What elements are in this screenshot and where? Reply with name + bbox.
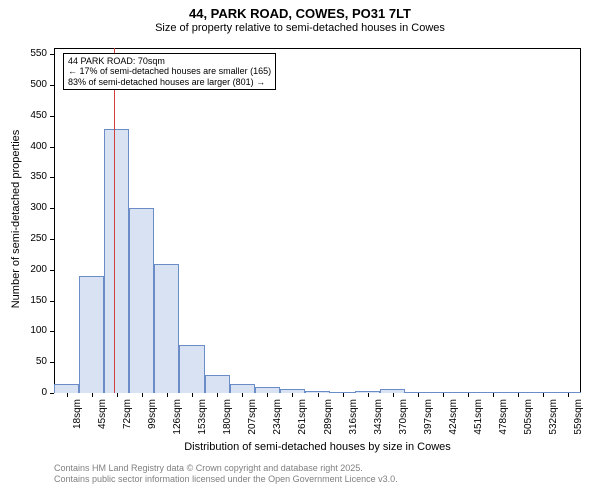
x-tick-label: 18sqm (72, 399, 83, 459)
histogram-bar (205, 375, 230, 393)
y-tick-mark (50, 270, 54, 271)
y-tick-label: 200 (19, 264, 47, 275)
x-tick-label: 234sqm (272, 399, 283, 459)
x-tick-mark (368, 393, 369, 397)
footer-line-1: Contains HM Land Registry data © Crown c… (54, 463, 398, 474)
annotation-line-1: 44 PARK ROAD: 70sqm (68, 56, 271, 66)
x-tick-mark (443, 393, 444, 397)
y-tick-mark (50, 116, 54, 117)
y-tick-label: 450 (19, 110, 47, 121)
chart-container: { "title_line1": "44, PARK ROAD, COWES, … (0, 0, 600, 500)
x-tick-mark (468, 393, 469, 397)
x-tick-mark (493, 393, 494, 397)
y-tick-mark (50, 208, 54, 209)
x-tick-mark (318, 393, 319, 397)
x-tick-mark (543, 393, 544, 397)
y-tick-label: 400 (19, 141, 47, 152)
x-tick-label: 559sqm (573, 399, 584, 459)
x-tick-mark (117, 393, 118, 397)
y-tick-mark (50, 362, 54, 363)
x-tick-mark (267, 393, 268, 397)
x-tick-label: 180sqm (222, 399, 233, 459)
y-tick-mark (50, 301, 54, 302)
annotation-line-2: ← 17% of semi-detached houses are smalle… (68, 66, 271, 76)
x-tick-mark (292, 393, 293, 397)
y-tick-mark (50, 177, 54, 178)
x-tick-mark (568, 393, 569, 397)
x-tick-mark (418, 393, 419, 397)
x-tick-label: 505sqm (523, 399, 534, 459)
annotation-box: 44 PARK ROAD: 70sqm ← 17% of semi-detach… (63, 53, 276, 90)
y-tick-label: 50 (19, 356, 47, 367)
histogram-bar (154, 264, 179, 393)
y-tick-label: 250 (19, 233, 47, 244)
histogram-bar (79, 276, 104, 393)
chart-title: 44, PARK ROAD, COWES, PO31 7LT (0, 0, 600, 22)
property-marker-line (114, 48, 116, 393)
y-tick-label: 350 (19, 171, 47, 182)
x-tick-mark (92, 393, 93, 397)
x-tick-mark (393, 393, 394, 397)
x-tick-label: 72sqm (122, 399, 133, 459)
x-tick-label: 451sqm (473, 399, 484, 459)
histogram-bar (54, 384, 79, 393)
chart-subtitle: Size of property relative to semi-detach… (0, 22, 600, 35)
histogram-bar (129, 208, 154, 393)
x-tick-label: 397sqm (423, 399, 434, 459)
y-tick-label: 500 (19, 79, 47, 90)
x-tick-mark (167, 393, 168, 397)
y-tick-mark (50, 239, 54, 240)
x-tick-mark (192, 393, 193, 397)
x-tick-label: 45sqm (97, 399, 108, 459)
x-tick-mark (343, 393, 344, 397)
y-tick-label: 550 (19, 48, 47, 59)
histogram-bar (230, 384, 255, 393)
x-tick-label: 343sqm (373, 399, 384, 459)
x-tick-label: 126sqm (172, 399, 183, 459)
x-tick-label: 478sqm (498, 399, 509, 459)
histogram-bar (179, 345, 204, 393)
x-tick-mark (142, 393, 143, 397)
x-tick-label: 532sqm (548, 399, 559, 459)
x-tick-mark (217, 393, 218, 397)
x-tick-label: 424sqm (448, 399, 459, 459)
y-tick-mark (50, 331, 54, 332)
x-tick-label: 99sqm (147, 399, 158, 459)
x-tick-mark (518, 393, 519, 397)
histogram-bar (104, 129, 129, 393)
y-tick-mark (50, 54, 54, 55)
x-tick-label: 207sqm (247, 399, 258, 459)
x-tick-label: 370sqm (398, 399, 409, 459)
y-tick-mark (50, 85, 54, 86)
y-tick-label: 100 (19, 325, 47, 336)
x-tick-label: 316sqm (348, 399, 359, 459)
y-tick-mark (50, 147, 54, 148)
footer-attribution: Contains HM Land Registry data © Crown c… (54, 463, 398, 485)
footer-line-2: Contains public sector information licen… (54, 474, 398, 485)
y-tick-label: 150 (19, 295, 47, 306)
y-tick-label: 300 (19, 202, 47, 213)
annotation-line-3: 83% of semi-detached houses are larger (… (68, 77, 271, 87)
y-tick-label: 0 (19, 387, 47, 398)
y-tick-mark (50, 393, 54, 394)
x-tick-label: 289sqm (323, 399, 334, 459)
x-tick-mark (242, 393, 243, 397)
x-tick-label: 261sqm (297, 399, 308, 459)
x-tick-label: 153sqm (197, 399, 208, 459)
x-tick-mark (67, 393, 68, 397)
